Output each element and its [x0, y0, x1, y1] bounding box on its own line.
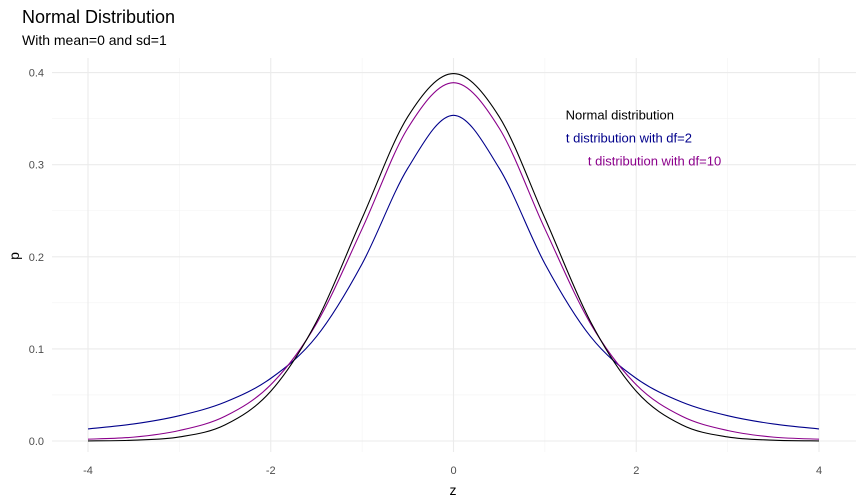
x-tick-label: 4 — [816, 465, 822, 477]
y-tick-label: 0.3 — [29, 160, 44, 172]
y-tick-label: 0.4 — [29, 68, 44, 80]
annotation-label: t distribution with df=2 — [566, 131, 692, 146]
normal-series-line — [87, 73, 820, 442]
annotation-label: t distribution with df=10 — [588, 154, 721, 169]
y-tick-label: 0.1 — [29, 344, 44, 356]
chart-subtitle: With mean=0 and sd=1 — [22, 32, 167, 48]
tick-labels: -4 -2 0 2 4 0.0 0.1 0.2 0.3 0.4 — [29, 68, 822, 477]
y-axis-label: p — [6, 252, 22, 260]
t-df2-series-line — [87, 114, 820, 430]
x-tick-label: 2 — [633, 465, 639, 477]
grid — [52, 58, 856, 452]
x-tick-label: -4 — [83, 465, 93, 477]
annotations: Normal distribution t distribution with d… — [566, 108, 722, 169]
x-tick-label: -2 — [266, 465, 276, 477]
y-tick-label: 0.2 — [29, 252, 44, 264]
series-layer — [87, 73, 820, 442]
x-tick-label: 0 — [450, 465, 456, 477]
annotation-label: Normal distribution — [566, 108, 674, 123]
t-df10-series-line — [87, 82, 820, 440]
chart-title: Normal Distribution — [22, 7, 175, 27]
x-axis-label: z — [450, 482, 457, 498]
y-tick-label: 0.0 — [29, 436, 44, 448]
